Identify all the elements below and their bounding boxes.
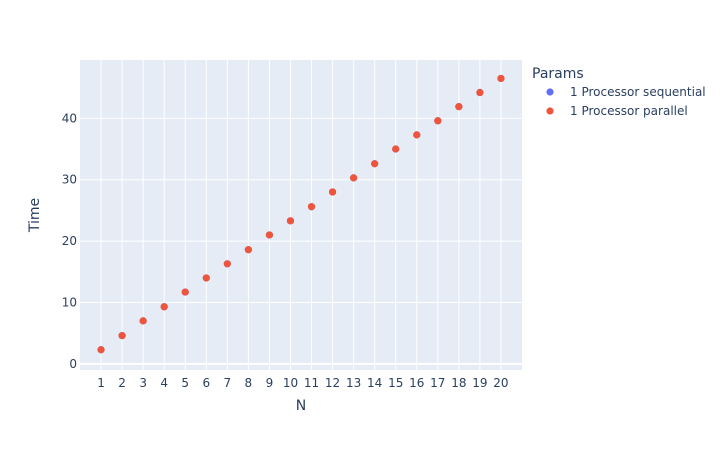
data-point[interactable]	[307, 203, 316, 211]
x-tick-label: 3	[139, 376, 147, 390]
x-tick-label: 1	[97, 376, 105, 390]
x-tick-label: 15	[388, 376, 403, 390]
y-tick-label: 10	[62, 295, 77, 309]
data-point[interactable]	[139, 317, 147, 325]
legend-item[interactable]: 1 Processor sequential	[546, 85, 706, 99]
data-point[interactable]	[160, 303, 168, 311]
data-point[interactable]	[202, 274, 210, 282]
data-point[interactable]	[328, 188, 337, 196]
legend-marker	[546, 88, 554, 96]
x-tick-label: 9	[266, 376, 274, 390]
data-point[interactable]	[265, 231, 274, 239]
x-axis-title: N	[296, 398, 306, 414]
y-tick-label: 0	[69, 357, 77, 371]
data-point[interactable]	[371, 160, 379, 168]
legend-label: 1 Processor parallel	[570, 104, 688, 118]
x-tick-label: 6	[202, 376, 210, 390]
data-point[interactable]	[244, 246, 252, 254]
data-point[interactable]	[497, 74, 505, 83]
y-tick-label: 20	[62, 234, 77, 248]
legend-marker	[546, 107, 554, 115]
grid	[80, 60, 522, 370]
x-tick-label: 16	[409, 376, 424, 390]
data-point[interactable]	[455, 103, 463, 111]
plot-area	[80, 60, 522, 370]
y-tick-label: 30	[62, 173, 77, 187]
data-point[interactable]	[181, 288, 189, 296]
data-point[interactable]	[476, 88, 484, 97]
x-tick-label: 2	[118, 376, 126, 390]
y-axis-title: Time	[27, 198, 43, 233]
data-point[interactable]	[392, 145, 400, 153]
legend-item[interactable]: 1 Processor parallel	[546, 104, 688, 118]
data-point[interactable]	[434, 117, 442, 125]
data-point[interactable]	[286, 217, 295, 225]
x-tick-label: 12	[325, 376, 340, 390]
y-tick-label: 40	[62, 111, 77, 125]
x-tick-label: 10	[283, 376, 298, 390]
x-tick-label: 14	[367, 376, 382, 390]
legend-title: Params	[532, 66, 584, 82]
data-point[interactable]	[118, 332, 126, 340]
x-tick-label: 17	[430, 376, 445, 390]
data-point[interactable]	[223, 260, 231, 268]
x-tick-label: 5	[181, 376, 189, 390]
legend-label: 1 Processor sequential	[570, 85, 706, 99]
data-point[interactable]	[413, 131, 421, 139]
x-tick-label: 19	[472, 376, 487, 390]
data-point[interactable]	[97, 346, 105, 354]
x-tick-label: 18	[451, 376, 466, 390]
x-tick-label: 7	[224, 376, 232, 390]
data-point[interactable]	[350, 174, 358, 182]
legend[interactable]: Params 1 Processor sequential 1 Processor…	[532, 66, 706, 118]
x-tick-label: 20	[493, 376, 508, 390]
x-tick-label: 4	[160, 376, 168, 390]
data-markers	[97, 74, 505, 354]
x-tick-label: 11	[304, 376, 319, 390]
x-tick-label: 13	[346, 376, 361, 390]
x-tick-label: 8	[245, 376, 253, 390]
